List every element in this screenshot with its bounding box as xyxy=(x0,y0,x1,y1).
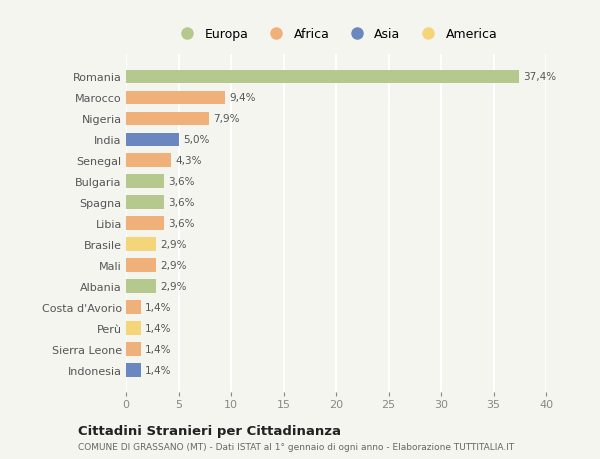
Legend: Europa, Africa, Asia, America: Europa, Africa, Asia, America xyxy=(173,27,499,42)
Text: 2,9%: 2,9% xyxy=(161,240,187,250)
Text: COMUNE DI GRASSANO (MT) - Dati ISTAT al 1° gennaio di ogni anno - Elaborazione T: COMUNE DI GRASSANO (MT) - Dati ISTAT al … xyxy=(78,442,514,451)
Text: 37,4%: 37,4% xyxy=(523,72,556,82)
Bar xyxy=(126,133,179,147)
Bar xyxy=(126,70,519,84)
Text: 5,0%: 5,0% xyxy=(182,135,209,145)
Bar xyxy=(126,154,171,168)
Bar xyxy=(126,217,164,230)
Bar xyxy=(126,112,209,126)
Text: 2,9%: 2,9% xyxy=(161,261,187,271)
Bar xyxy=(126,364,140,377)
Bar xyxy=(126,238,157,252)
Text: 3,6%: 3,6% xyxy=(168,219,194,229)
Text: Cittadini Stranieri per Cittadinanza: Cittadini Stranieri per Cittadinanza xyxy=(78,424,341,437)
Text: 1,4%: 1,4% xyxy=(145,344,172,354)
Text: 3,6%: 3,6% xyxy=(168,198,194,208)
Bar xyxy=(126,280,157,293)
Text: 9,4%: 9,4% xyxy=(229,93,256,103)
Bar xyxy=(126,301,140,314)
Text: 3,6%: 3,6% xyxy=(168,177,194,187)
Text: 2,9%: 2,9% xyxy=(161,281,187,291)
Text: 1,4%: 1,4% xyxy=(145,365,172,375)
Text: 1,4%: 1,4% xyxy=(145,302,172,313)
Bar xyxy=(126,175,164,189)
Text: 7,9%: 7,9% xyxy=(213,114,239,124)
Bar xyxy=(126,196,164,210)
Bar xyxy=(126,342,140,356)
Bar xyxy=(126,322,140,335)
Text: 1,4%: 1,4% xyxy=(145,324,172,333)
Bar xyxy=(126,259,157,273)
Bar xyxy=(126,91,224,105)
Text: 4,3%: 4,3% xyxy=(175,156,202,166)
